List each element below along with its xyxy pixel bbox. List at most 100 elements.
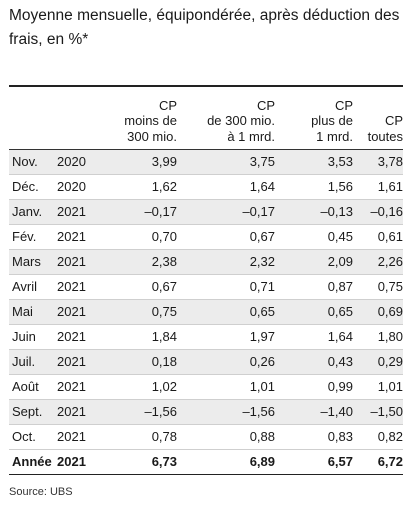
row-month: Janv. bbox=[9, 199, 57, 225]
table-row: Fév. 2021 0,70 0,67 0,45 0,61 bbox=[9, 224, 403, 250]
row-value: 1,62 bbox=[109, 174, 177, 200]
row-value: 0,71 bbox=[177, 274, 275, 300]
row-value: 0,61 bbox=[353, 224, 403, 250]
table-row: Oct. 2021 0,78 0,88 0,83 0,82 bbox=[9, 424, 403, 450]
row-value: 1,56 bbox=[275, 174, 353, 200]
row-value: 1,84 bbox=[109, 324, 177, 350]
row-value: 1,02 bbox=[109, 374, 177, 400]
row-month: Nov. bbox=[9, 149, 57, 175]
row-value: 0,78 bbox=[109, 424, 177, 450]
row-month: Juin bbox=[9, 324, 57, 350]
row-value: –1,56 bbox=[109, 399, 177, 425]
row-value: 0,45 bbox=[275, 224, 353, 250]
header-col-small: CP moins de 300 mio. bbox=[109, 87, 177, 150]
row-year: 2021 bbox=[57, 349, 109, 375]
header-empty-month bbox=[9, 87, 57, 150]
row-value: 6,73 bbox=[109, 449, 177, 475]
row-value: 2,09 bbox=[275, 249, 353, 275]
row-value: 3,78 bbox=[353, 149, 403, 175]
row-value: 0,82 bbox=[353, 424, 403, 450]
header-row: CP moins de 300 mio. CP de 300 mio. à 1 mrd.… bbox=[9, 87, 403, 150]
row-value: 0,75 bbox=[109, 299, 177, 325]
row-value: 0,67 bbox=[109, 274, 177, 300]
row-value: 0,67 bbox=[177, 224, 275, 250]
row-month: Année bbox=[9, 449, 57, 475]
row-value: 1,01 bbox=[353, 374, 403, 400]
row-month: Mai bbox=[9, 299, 57, 325]
row-value: 6,89 bbox=[177, 449, 275, 475]
header-col-large: CP plus de 1 mrd. bbox=[275, 87, 353, 150]
row-value: 0,65 bbox=[275, 299, 353, 325]
header-col-mid: CP de 300 mio. à 1 mrd. bbox=[177, 87, 275, 150]
row-value: 0,65 bbox=[177, 299, 275, 325]
row-year: 2021 bbox=[57, 324, 109, 350]
row-year: 2021 bbox=[57, 249, 109, 275]
row-value: 3,99 bbox=[109, 149, 177, 175]
table-row: Nov. 2020 3,99 3,75 3,53 3,78 bbox=[9, 149, 403, 175]
table-row: Juil. 2021 0,18 0,26 0,43 0,29 bbox=[9, 349, 403, 375]
header-col-all: CP toutes bbox=[353, 87, 403, 150]
row-year: 2021 bbox=[57, 274, 109, 300]
row-value: –1,40 bbox=[275, 399, 353, 425]
row-value: 0,83 bbox=[275, 424, 353, 450]
row-year: 2021 bbox=[57, 449, 109, 475]
row-value: 1,97 bbox=[177, 324, 275, 350]
table-row: Déc. 2020 1,62 1,64 1,56 1,61 bbox=[9, 174, 403, 200]
table-row: Sept. 2021 –1,56 –1,56 –1,40 –1,50 bbox=[9, 399, 403, 425]
row-value: 0,18 bbox=[109, 349, 177, 375]
total-row: Année 2021 6,73 6,89 6,57 6,72 bbox=[9, 449, 403, 475]
row-year: 2021 bbox=[57, 424, 109, 450]
row-value: 6,57 bbox=[275, 449, 353, 475]
table-title: Moyenne mensuelle, équipondérée, après d… bbox=[9, 7, 400, 48]
row-value: –0,16 bbox=[353, 199, 403, 225]
row-month: Déc. bbox=[9, 174, 57, 200]
row-value: 0,99 bbox=[275, 374, 353, 400]
row-value: 3,53 bbox=[275, 149, 353, 175]
row-value: –1,56 bbox=[177, 399, 275, 425]
row-month: Mars bbox=[9, 249, 57, 275]
row-value: 3,75 bbox=[177, 149, 275, 175]
row-value: 0,70 bbox=[109, 224, 177, 250]
row-month: Sept. bbox=[9, 399, 57, 425]
table-row: Janv. 2021 –0,17 –0,17 –0,13 –0,16 bbox=[9, 199, 403, 225]
row-value: 2,32 bbox=[177, 249, 275, 275]
row-year: 2021 bbox=[57, 299, 109, 325]
row-value: –0,13 bbox=[275, 199, 353, 225]
row-year: 2021 bbox=[57, 199, 109, 225]
row-value: 1,64 bbox=[275, 324, 353, 350]
row-year: 2020 bbox=[57, 149, 109, 175]
row-value: 0,26 bbox=[177, 349, 275, 375]
table-row: Mai 2021 0,75 0,65 0,65 0,69 bbox=[9, 299, 403, 325]
header-empty-year bbox=[57, 87, 109, 150]
table-row: Août 2021 1,02 1,01 0,99 1,01 bbox=[9, 374, 403, 400]
row-year: 2021 bbox=[57, 399, 109, 425]
performance-table: CP moins de 300 mio. CP de 300 mio. à 1 mrd.… bbox=[9, 87, 403, 475]
table-row: Mars 2021 2,38 2,32 2,09 2,26 bbox=[9, 249, 403, 275]
row-value: 2,38 bbox=[109, 249, 177, 275]
row-value: 1,61 bbox=[353, 174, 403, 200]
row-year: 2020 bbox=[57, 174, 109, 200]
row-value: 6,72 bbox=[353, 449, 403, 475]
row-value: –1,50 bbox=[353, 399, 403, 425]
row-value: 1,64 bbox=[177, 174, 275, 200]
row-month: Oct. bbox=[9, 424, 57, 450]
row-value: –0,17 bbox=[109, 199, 177, 225]
row-value: 0,87 bbox=[275, 274, 353, 300]
row-month: Juil. bbox=[9, 349, 57, 375]
row-value: 0,43 bbox=[275, 349, 353, 375]
row-value: 0,75 bbox=[353, 274, 403, 300]
row-year: 2021 bbox=[57, 224, 109, 250]
row-value: 0,88 bbox=[177, 424, 275, 450]
row-value: 1,01 bbox=[177, 374, 275, 400]
row-value: 1,80 bbox=[353, 324, 403, 350]
table-body: Nov. 2020 3,99 3,75 3,53 3,78 Déc. 2020 1,62 1,64… bbox=[9, 149, 403, 475]
row-value: 0,29 bbox=[353, 349, 403, 375]
row-value: –0,17 bbox=[177, 199, 275, 225]
source-note: Source: UBS bbox=[9, 486, 73, 498]
table-row: Juin 2021 1,84 1,97 1,64 1,80 bbox=[9, 324, 403, 350]
row-month: Août bbox=[9, 374, 57, 400]
top-rule bbox=[9, 85, 403, 87]
row-month: Avril bbox=[9, 274, 57, 300]
row-year: 2021 bbox=[57, 374, 109, 400]
row-value: 2,26 bbox=[353, 249, 403, 275]
